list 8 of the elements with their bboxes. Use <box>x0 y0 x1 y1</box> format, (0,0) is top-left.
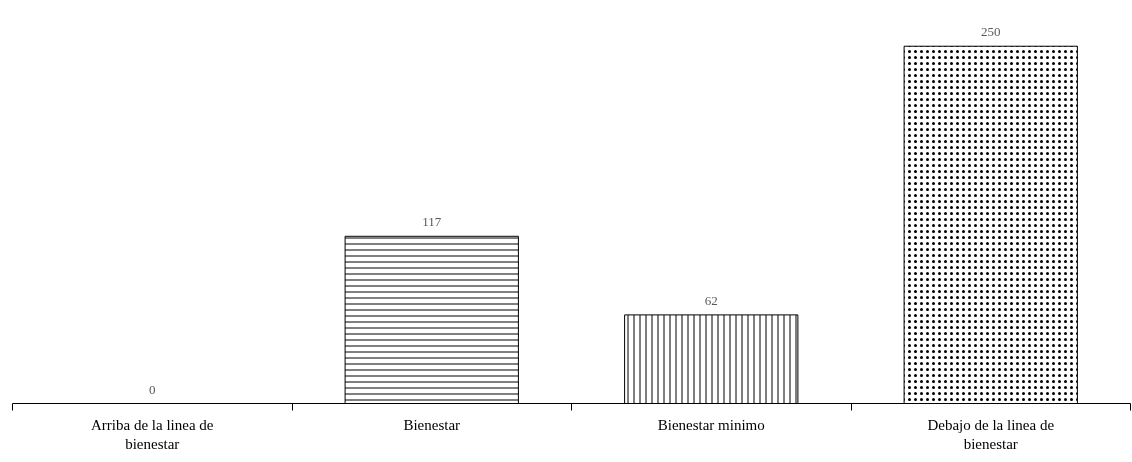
data-label: 0 <box>149 381 156 397</box>
data-label: 117 <box>422 214 442 230</box>
x-tick-label: Bienestar minimo <box>657 416 765 433</box>
data-label: 62 <box>704 292 718 308</box>
data-label: 250 <box>981 24 1001 40</box>
x-tick-label: Debajo de la linea de bienestar <box>927 416 1055 452</box>
x-tick-label: Arriba de la linea de bienestar <box>91 416 214 452</box>
x-tick-label: Bienestar <box>403 416 461 433</box>
